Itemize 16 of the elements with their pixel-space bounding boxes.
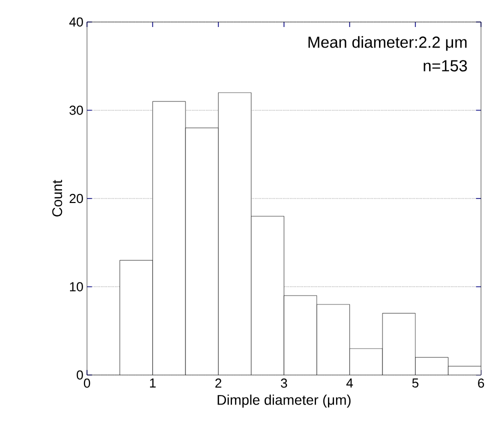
x-axis-title: Dimple diameter (μm)	[218, 394, 351, 408]
x-tick-label: 4	[346, 378, 353, 388]
annotation: n=153	[424, 60, 467, 72]
y-axis-title: Count	[52, 180, 62, 216]
y-tick-label: 30	[70, 106, 83, 115]
y-tick-label: 40	[69, 17, 83, 27]
x-tick-label: 1	[150, 378, 156, 388]
y-tick-label: 10	[70, 282, 83, 292]
x-tick-label: 0	[84, 378, 90, 388]
x-tick-label: 3	[280, 378, 288, 388]
x-tick-label: 5	[412, 378, 418, 388]
y-tick-label: 20	[70, 194, 83, 204]
annotation: Mean diameter:2.2 μm	[308, 36, 467, 51]
y-tick-label: 0	[76, 370, 83, 380]
x-tick-label: 2	[215, 378, 222, 388]
x-tick-label: 6	[478, 378, 484, 388]
